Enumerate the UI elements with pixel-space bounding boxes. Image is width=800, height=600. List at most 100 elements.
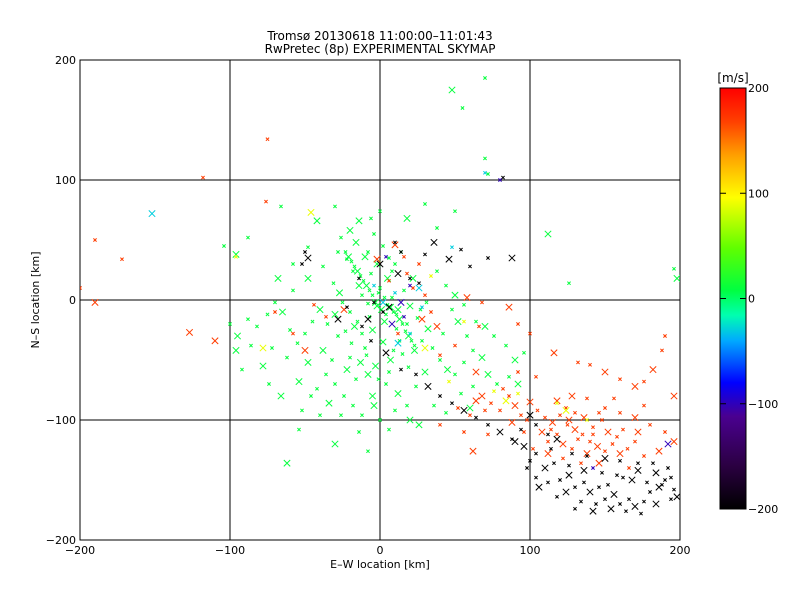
- data-point: [555, 401, 559, 406]
- data-point: [483, 76, 487, 80]
- data-point: [618, 458, 622, 463]
- data-point: [618, 502, 622, 506]
- data-point: [273, 300, 277, 305]
- x-tick-label: −100: [215, 544, 245, 557]
- data-point: [538, 428, 546, 436]
- data-point: [265, 137, 270, 142]
- data-point: [368, 392, 377, 400]
- data-point: [526, 398, 534, 406]
- data-point: [340, 300, 345, 305]
- data-point: [660, 348, 664, 353]
- data-point: [415, 284, 423, 292]
- data-point: [624, 509, 628, 514]
- data-point: [291, 331, 295, 336]
- data-point: [579, 461, 583, 466]
- data-point: [544, 450, 552, 458]
- data-point: [356, 358, 365, 366]
- data-point: [357, 276, 361, 281]
- data-point: [486, 422, 490, 427]
- data-point: [233, 332, 242, 340]
- data-point: [348, 355, 352, 360]
- data-point: [300, 408, 304, 413]
- data-point: [418, 315, 426, 323]
- data-point: [386, 303, 395, 311]
- data-point: [481, 322, 489, 330]
- data-point: [483, 170, 487, 175]
- data-point: [361, 253, 369, 261]
- data-point: [423, 202, 427, 206]
- data-point: [472, 397, 480, 405]
- data-point: [553, 397, 561, 405]
- data-point: [414, 372, 418, 377]
- data-point: [625, 446, 630, 451]
- data-point: [435, 269, 439, 274]
- data-point: [283, 459, 291, 467]
- data-point: [462, 319, 466, 324]
- data-point: [438, 353, 442, 358]
- data-point: [603, 497, 607, 502]
- data-point: [573, 485, 577, 490]
- data-point: [559, 440, 567, 448]
- data-point: [393, 262, 397, 266]
- data-point: [534, 451, 538, 456]
- data-point: [465, 334, 469, 338]
- data-point: [511, 356, 519, 364]
- data-point: [441, 331, 445, 336]
- data-point: [384, 312, 388, 317]
- data-point: [265, 312, 270, 317]
- data-point: [396, 331, 400, 336]
- data-point: [291, 262, 295, 266]
- data-point: [492, 389, 496, 394]
- data-point: [319, 346, 327, 354]
- data-point: [420, 305, 424, 310]
- data-point: [421, 344, 429, 352]
- data-point: [634, 428, 642, 436]
- data-point: [528, 458, 532, 463]
- data-point: [553, 435, 561, 443]
- data-point: [400, 322, 405, 326]
- data-point: [399, 367, 403, 372]
- data-point: [670, 438, 678, 446]
- data-point: [627, 497, 631, 502]
- data-point: [501, 386, 505, 391]
- data-point: [387, 370, 391, 374]
- data-point: [516, 391, 520, 396]
- data-point: [415, 316, 420, 320]
- data-point: [246, 235, 250, 240]
- data-point: [472, 368, 480, 376]
- data-point: [552, 461, 556, 466]
- data-point: [232, 346, 240, 354]
- data-point: [394, 326, 399, 331]
- data-point: [454, 318, 462, 326]
- data-point: [403, 214, 411, 222]
- data-point: [570, 446, 574, 451]
- data-point: [357, 430, 361, 434]
- data-point: [648, 422, 652, 427]
- data-point: [391, 310, 396, 314]
- data-point: [555, 494, 559, 499]
- data-point: [408, 276, 412, 281]
- data-point: [318, 413, 322, 418]
- data-point: [376, 290, 381, 295]
- colorbar-tick-label: 100: [748, 187, 769, 200]
- data-point: [430, 238, 438, 246]
- data-point: [460, 106, 465, 110]
- data-point: [669, 475, 673, 480]
- data-point: [364, 370, 372, 378]
- chart-subtitle: RwPretec (8p) EXPERIMENTAL SKYMAP: [265, 42, 496, 56]
- data-point: [376, 260, 384, 268]
- data-point: [588, 439, 592, 444]
- data-point: [543, 415, 547, 420]
- data-point: [360, 413, 364, 418]
- data-point: [456, 406, 460, 410]
- data-point: [495, 382, 499, 386]
- data-point: [663, 334, 667, 338]
- data-point: [474, 415, 478, 420]
- data-point: [430, 346, 435, 350]
- data-point: [672, 266, 676, 271]
- data-point: [631, 502, 639, 510]
- data-point: [462, 430, 466, 434]
- data-point: [673, 493, 680, 501]
- data-point: [418, 307, 423, 312]
